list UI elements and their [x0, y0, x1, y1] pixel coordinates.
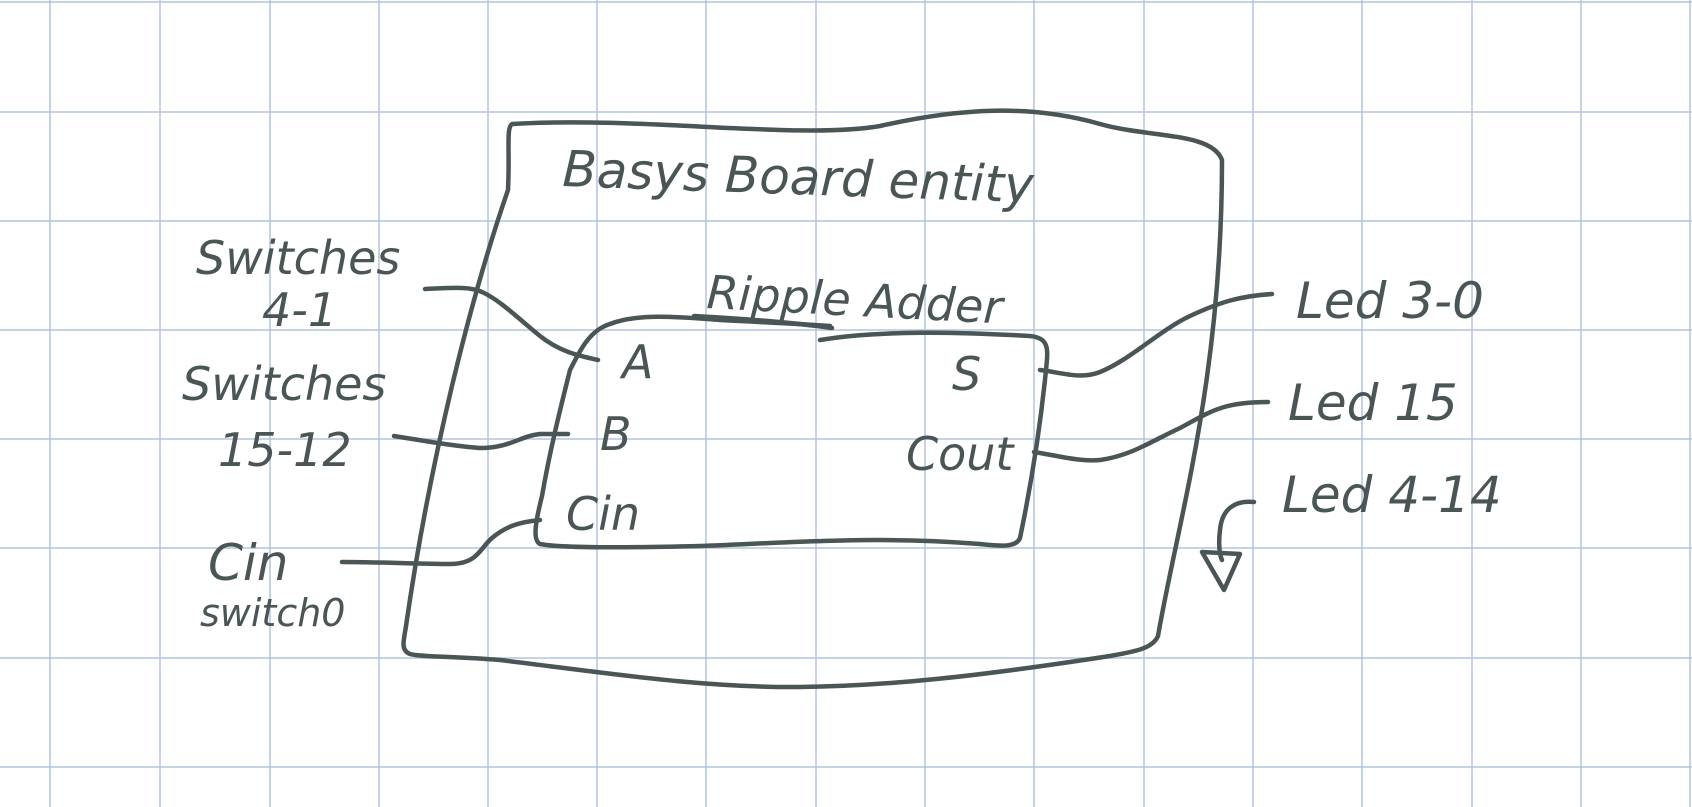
- wire-switches-15-12-to-b: [391, 431, 571, 451]
- wire-switches-4-1-to-a: [422, 285, 601, 363]
- ripple-adder-underline: [691, 313, 835, 331]
- wire-s-to-led-3-0: [1037, 291, 1275, 378]
- outer-entity-title: Basys Board entity: [562, 140, 1037, 214]
- input-switches-15-12-line2: 15-12: [218, 423, 352, 477]
- output-led-15: Led 15: [1288, 374, 1458, 432]
- wire-cin-switch0-to-cin: [339, 517, 543, 567]
- ground-symbol-icon: [1199, 549, 1243, 593]
- port-b: B: [600, 407, 632, 461]
- inner-entity-title: Ripple Adder: [705, 265, 1006, 335]
- input-switches-4-1-line2: 4-1: [262, 283, 337, 337]
- wire-cout-to-led-15: [1031, 399, 1271, 463]
- port-cout: Cout: [906, 427, 1015, 481]
- input-switches-15-12-line1: Switches: [182, 357, 386, 411]
- input-switches-4-1-line1: Switches: [196, 231, 400, 285]
- port-s: S: [952, 347, 981, 401]
- input-cin-line1: Cin: [208, 534, 289, 592]
- port-a: A: [619, 335, 653, 389]
- input-cin-line2: switch0: [200, 591, 346, 635]
- output-led-4-14: Led 4-14: [1282, 466, 1502, 524]
- outer-entity-box: [401, 108, 1225, 690]
- output-led-3-0: Led 3-0: [1296, 272, 1484, 330]
- port-cin: Cin: [566, 487, 640, 541]
